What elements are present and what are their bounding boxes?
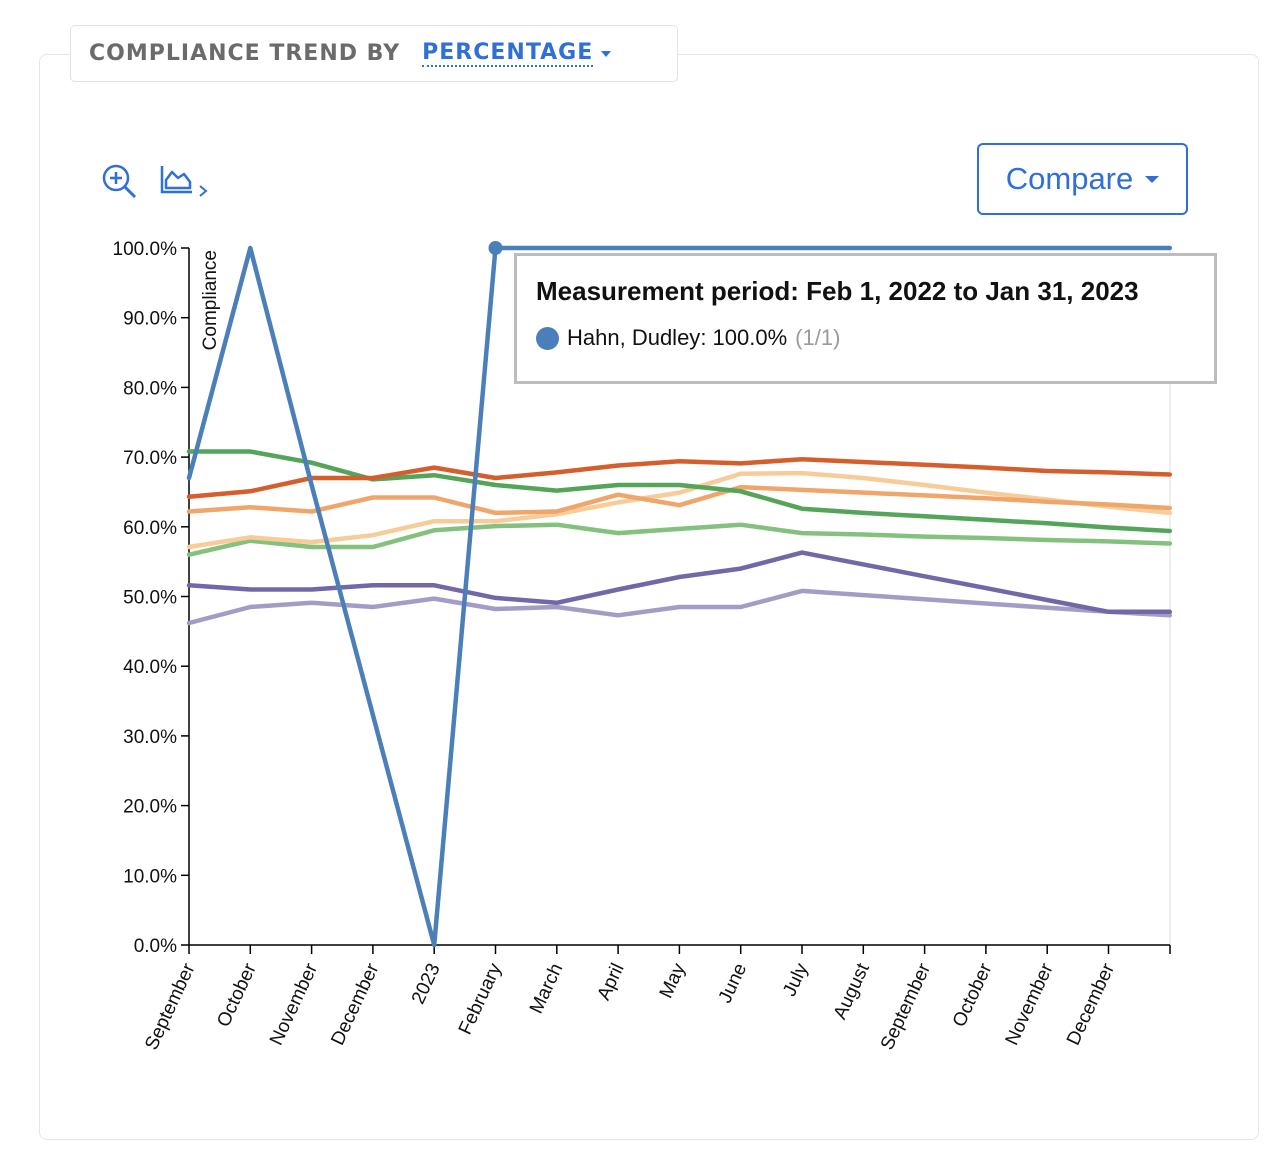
x-tick-label: December — [1063, 960, 1119, 1049]
series-color-dot — [536, 326, 559, 350]
chart-tooltip: Measurement period: Feb 1, 2022 to Jan 3… — [514, 253, 1217, 384]
x-tick-label: November — [1002, 960, 1058, 1049]
x-tick-label: October — [949, 960, 997, 1031]
x-tick-label: December — [327, 960, 383, 1049]
tooltip-series-name: Hahn, Dudley — [567, 325, 701, 350]
series-line-series-3 — [186, 449, 1173, 534]
x-tick-label: May — [656, 960, 690, 1002]
tooltip-count: (1/1) — [795, 325, 841, 350]
y-tick-label: 70.0% — [123, 448, 177, 469]
y-tick-label: 40.0% — [123, 657, 177, 678]
x-tick-label: November — [266, 960, 322, 1049]
metric-select-dropdown[interactable]: PERCENTAGE — [422, 39, 612, 67]
tooltip-series-row: Hahn, Dudley : 100.0% (1/1) — [536, 325, 1214, 351]
y-tick-label: 50.0% — [123, 588, 177, 609]
compare-button[interactable]: Compare — [977, 143, 1188, 215]
x-tick-label: September — [877, 960, 936, 1054]
card-title-bar: COMPLIANCE TREND BY PERCENTAGE — [70, 25, 678, 82]
card-title-label: COMPLIANCE TREND BY — [89, 41, 401, 66]
compliance-trend-card — [39, 54, 1259, 1140]
y-tick-label: 80.0% — [123, 378, 177, 399]
y-tick-label: 20.0% — [123, 797, 177, 818]
y-tick-label: 30.0% — [123, 727, 177, 748]
tooltip-value: 100.0% — [712, 325, 788, 350]
x-tick-label: June — [715, 960, 751, 1006]
y-tick-label: 0.0% — [134, 936, 177, 957]
tooltip-title: Measurement period: Feb 1, 2022 to Jan 3… — [536, 276, 1139, 306]
y-tick-label: 90.0% — [123, 309, 177, 330]
series-line-series-7 — [186, 550, 1173, 615]
series-line-series-2 — [186, 456, 1173, 500]
x-tick-label: October — [213, 960, 261, 1031]
y-tick-label: 10.0% — [123, 866, 177, 887]
x-tick-label: April — [594, 960, 629, 1003]
x-tick-label: February — [455, 960, 506, 1038]
metric-select-value[interactable]: PERCENTAGE — [422, 39, 594, 67]
series-line-series-4 — [186, 484, 1173, 516]
y-tick-label: 60.0% — [123, 518, 177, 539]
x-tick-label: 2023 — [408, 960, 445, 1007]
x-tick-label: July — [779, 960, 813, 1000]
series-line-series-8 — [186, 588, 1173, 626]
x-tick-label: March — [526, 960, 567, 1017]
y-axis-title: Compliance — [200, 250, 221, 350]
series-line-hahn-dudley — [186, 245, 1173, 948]
series-line-series-5 — [186, 470, 1173, 550]
area-chart-icon[interactable] — [158, 162, 212, 202]
zoom-in-icon[interactable] — [100, 162, 140, 202]
compare-button-label: Compare — [1005, 161, 1134, 196]
x-tick-label: August — [830, 960, 874, 1023]
highlight-point — [488, 241, 503, 255]
chevron-down-icon — [601, 50, 612, 57]
series-line-series-6 — [186, 522, 1173, 557]
chevron-down-icon — [1145, 175, 1160, 183]
y-tick-label: 100.0% — [113, 239, 178, 260]
tooltip-separator: : — [700, 325, 713, 350]
x-tick-label: September — [141, 960, 200, 1054]
